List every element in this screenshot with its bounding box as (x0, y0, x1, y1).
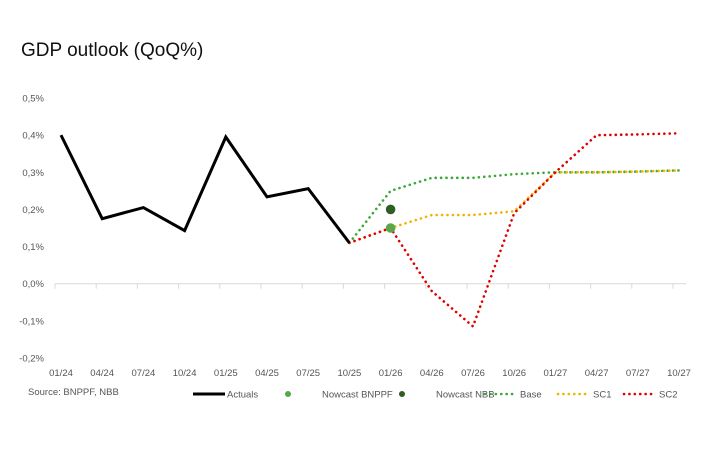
legend-label: Actuals (227, 390, 258, 401)
x-tick-label: 10/25 (338, 368, 362, 379)
legend-label: SC1 (593, 390, 611, 401)
y-tick-label: 0,0% (22, 279, 44, 290)
x-tick-label: 04/27 (585, 368, 609, 379)
legend-swatch (285, 391, 291, 397)
legend-label: Nowcast NBB (436, 390, 495, 401)
x-tick-label: 01/25 (214, 368, 238, 379)
chart-title: GDP outlook (QoQ%) (21, 40, 204, 61)
legend-swatch (399, 391, 405, 397)
series-line-sc1 (348, 169, 681, 245)
x-tick-label: 10/26 (502, 368, 526, 379)
legend-label: Nowcast BNPPF (322, 390, 393, 401)
x-tick-label: 07/24 (132, 368, 156, 379)
source-note: Source: BNPPF, NBB (28, 387, 119, 398)
x-tick-label: 04/24 (90, 368, 114, 379)
x-tick-label: 07/27 (626, 368, 650, 379)
x-tick-label: 10/24 (173, 368, 197, 379)
series-line-actuals (59, 133, 351, 244)
y-tick-label: 0,1% (22, 242, 44, 253)
x-tick-label: 01/27 (544, 368, 568, 379)
y-tick-label: -0,1% (19, 316, 44, 327)
y-tick-label: 0,3% (22, 168, 44, 179)
x-tick-label: 10/27 (667, 368, 691, 379)
x-tick-label: 07/25 (296, 368, 320, 379)
x-tick-label: 04/26 (420, 368, 444, 379)
y-tick-label: 0,4% (22, 131, 44, 142)
y-tick-label: 0,2% (22, 205, 44, 216)
legend-label: SC2 (659, 390, 677, 401)
series-line-sc2 (348, 131, 681, 329)
x-tick-label: 04/25 (255, 368, 279, 379)
legend-label: Base (520, 390, 542, 401)
y-tick-label: 0,5% (22, 94, 44, 105)
series-line-base (348, 169, 681, 245)
x-tick-label: 01/26 (379, 368, 403, 379)
y-tick-label: -0,2% (19, 354, 44, 365)
x-tick-label: 01/24 (49, 368, 73, 379)
marker-nowcast-nbb (385, 204, 396, 215)
marker-nowcast-bnppf (385, 223, 396, 233)
x-tick-label: 07/26 (461, 368, 485, 379)
